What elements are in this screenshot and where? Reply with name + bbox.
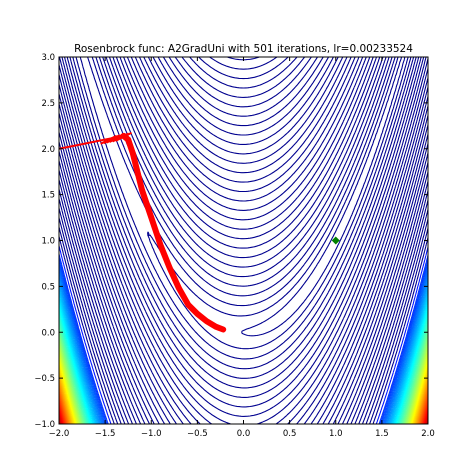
global-minimum-marker [331, 236, 340, 245]
contour-level-55 [59, 325, 428, 424]
x-tick-label: 0.0 [237, 429, 251, 439]
contour-level-9 [59, 57, 428, 424]
contour-level-24 [59, 57, 428, 424]
contour-level-41 [59, 287, 428, 424]
contour-level-45 [59, 298, 428, 424]
x-tick-label: −0.5 [187, 429, 208, 439]
x-tick-label: 2.0 [421, 429, 435, 439]
y-tick-label: 1.0 [41, 237, 55, 247]
y-tick-label: 3.0 [41, 53, 55, 63]
x-tick-label: −1.5 [95, 429, 116, 439]
path-oscillation [100, 134, 118, 145]
y-tick-label: 1.5 [41, 191, 55, 201]
minimum-marker-layer [331, 236, 340, 245]
contour-level-28 [59, 57, 428, 424]
contour-level-21 [59, 57, 428, 424]
contour-level-10 [59, 57, 428, 424]
contour-level-8 [61, 57, 427, 417]
contour-level-64 [59, 347, 428, 424]
contour-level-15 [59, 57, 428, 424]
contour-level-35 [59, 269, 428, 424]
x-tick-label: −1.0 [141, 429, 162, 439]
contour-level-85 [59, 395, 428, 424]
contour-level-34 [59, 266, 428, 424]
contour-level-49 [59, 309, 428, 424]
chart-title: Rosenbrock func: A2GradUni with 501 iter… [74, 43, 413, 55]
contour-level-42 [59, 290, 428, 424]
contour-level-17 [59, 57, 428, 424]
contour-level-3 [75, 57, 415, 370]
contour-level-33 [59, 263, 428, 424]
contour-level-71 [59, 364, 428, 424]
x-tick-label: −2.0 [49, 429, 70, 439]
x-axis-ticks: −2.0 −1.5 −1.0 −0.5 0.0 0.5 1.0 1.5 2.0 [49, 57, 435, 439]
y-tick-label: −0.5 [34, 374, 55, 384]
contour-level-66 [59, 352, 428, 424]
contour-level-60 [59, 337, 428, 424]
x-tick-label: 1.5 [375, 429, 389, 439]
contour-level-63 [59, 345, 428, 424]
contour-level-7 [63, 57, 425, 408]
contour-level-23 [59, 57, 428, 424]
contour-level-54 [59, 322, 428, 424]
contour-level-58 [59, 332, 428, 424]
contour-level-46 [59, 301, 428, 424]
contour-level-56 [59, 327, 428, 424]
contour-level-51 [59, 314, 428, 424]
contour-level-40 [59, 284, 428, 424]
contour-level-18 [59, 57, 428, 424]
y-tick-label: 2.5 [41, 99, 55, 109]
contour-level-31 [59, 257, 428, 424]
y-tick-label: −1.0 [34, 420, 55, 430]
y-tick-label: 2.0 [41, 145, 55, 155]
contour-level-20 [59, 57, 428, 424]
contour-level-27 [59, 57, 428, 424]
contour-level-36 [59, 272, 428, 424]
contour-level-38 [59, 278, 428, 424]
contour-level-30 [59, 253, 428, 424]
contour-level-48 [59, 306, 428, 424]
contour-level-62 [59, 342, 428, 424]
x-tick-label: 1.0 [329, 429, 343, 439]
contour-level-32 [59, 260, 428, 424]
contour-level-53 [59, 320, 428, 424]
contour-level-12 [59, 57, 428, 424]
optimizer-path [59, 131, 227, 333]
plot-area [59, 57, 428, 424]
contour-level-44 [59, 295, 428, 424]
contour-level-25 [59, 57, 428, 424]
contour-level-0 [241, 57, 406, 337]
contour-level-29 [59, 245, 428, 424]
contour-level-59 [59, 335, 428, 424]
contour-level-43 [59, 292, 428, 424]
y-tick-label: 0.5 [41, 282, 55, 292]
contour-level-11 [59, 57, 428, 424]
contour-level-39 [59, 281, 428, 424]
x-tick-label: 0.5 [283, 429, 297, 439]
contour-level-50 [59, 312, 428, 424]
contour-level-70 [59, 361, 428, 424]
contour-level-61 [59, 340, 428, 424]
contour-level-69 [59, 359, 428, 424]
contour-level-4 [72, 57, 417, 379]
y-axis-ticks: −1.0 −0.5 0.0 0.5 1.0 1.5 2.0 2.5 3.0 [34, 53, 428, 430]
contour-lines [59, 57, 428, 424]
contour-level-5 [69, 57, 420, 389]
contour-level-37 [59, 275, 428, 424]
contour-level-26 [59, 57, 428, 424]
contour-level-22 [59, 57, 428, 424]
contour-level-68 [59, 357, 428, 424]
optimizer-path-main [120, 132, 227, 333]
contour-level-16 [59, 57, 428, 424]
contour-level-52 [59, 317, 428, 424]
contour-level-6 [66, 57, 422, 398]
contour-level-47 [59, 304, 428, 424]
contour-level-57 [59, 330, 428, 424]
y-tick-label: 0.0 [41, 328, 55, 338]
contour-level-72 [59, 366, 428, 424]
